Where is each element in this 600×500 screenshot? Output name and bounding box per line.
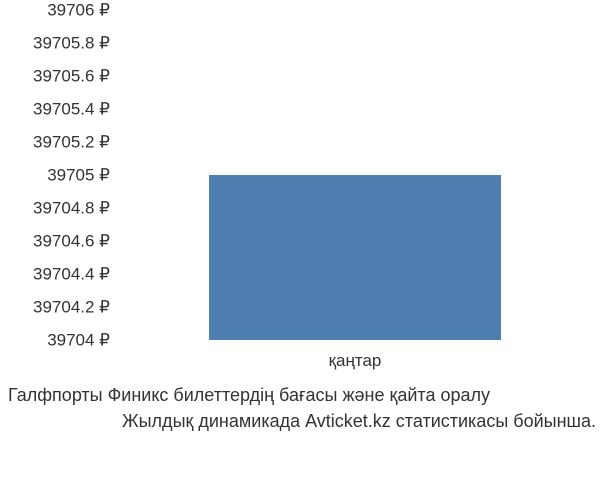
y-tick-label: 39705.2 ₽ bbox=[0, 134, 110, 151]
y-tick-label: 39704 ₽ bbox=[0, 332, 110, 349]
y-tick-label: 39704.6 ₽ bbox=[0, 233, 110, 250]
y-tick-label: 39706 ₽ bbox=[0, 2, 110, 19]
y-tick-label: 39705.8 ₽ bbox=[0, 35, 110, 52]
x-tick-label: қаңтар bbox=[329, 351, 382, 371]
y-tick-label: 39704.4 ₽ bbox=[0, 266, 110, 283]
y-tick-label: 39705 ₽ bbox=[0, 167, 110, 184]
caption-line-1: Галфпорты Финикс билеттердің бағасы және… bbox=[0, 382, 600, 408]
price-chart: 39706 ₽ 39705.8 ₽ 39705.6 ₽ 39705.4 ₽ 39705.… bbox=[0, 0, 600, 500]
y-tick-label: 39704.2 ₽ bbox=[0, 299, 110, 316]
bar bbox=[209, 175, 500, 340]
y-axis: 39706 ₽39705.8 ₽39705.6 ₽39705.4 ₽39705.… bbox=[0, 10, 110, 340]
chart-caption: Галфпорты Финикс билеттердің бағасы және… bbox=[0, 382, 600, 442]
y-tick-label: 39705.6 ₽ bbox=[0, 68, 110, 85]
y-tick-label: 39704.8 ₽ bbox=[0, 200, 110, 217]
caption-line-2: Жылдық динамикада Avticket.kz статистика… bbox=[0, 408, 600, 434]
y-tick-label: 39705.4 ₽ bbox=[0, 101, 110, 118]
plot-area bbox=[120, 10, 590, 340]
x-axis: қаңтар bbox=[120, 345, 590, 375]
